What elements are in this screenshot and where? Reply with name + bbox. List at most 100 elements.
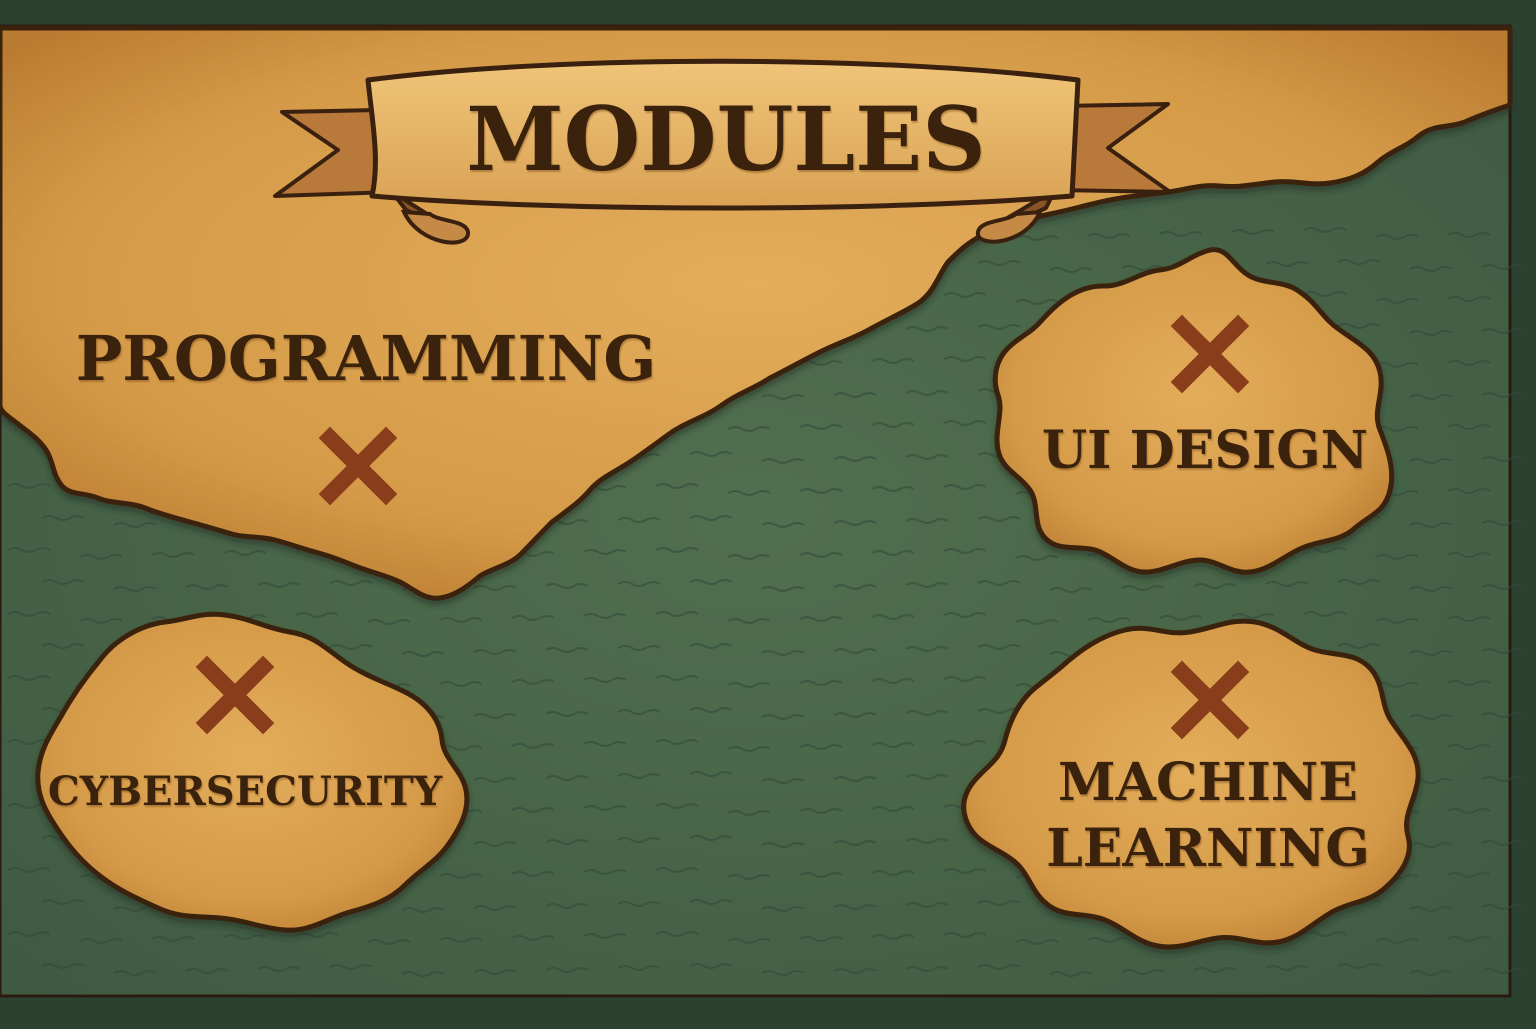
- wave-stroke: [799, 936, 843, 942]
- wave-stroke: [655, 931, 699, 937]
- wave-stroke: [905, 966, 949, 972]
- wave-stroke: [799, 552, 843, 558]
- wave-stroke: [905, 646, 949, 652]
- wave-stroke: [943, 484, 987, 490]
- wave-stroke: [799, 808, 843, 814]
- module-label-ui-design[interactable]: UI DESIGN: [1042, 420, 1368, 481]
- wave-stroke: [617, 645, 661, 651]
- island-ui-design[interactable]: [992, 247, 1395, 575]
- wave-stroke: [1409, 586, 1453, 592]
- wave-stroke: [295, 612, 339, 618]
- wave-stroke: [545, 647, 589, 653]
- wave-stroke: [799, 744, 843, 750]
- x-mark-icon[interactable]: [195, 655, 275, 735]
- wave-stroke: [295, 932, 339, 938]
- wave-stroke: [1231, 229, 1275, 235]
- wave-stroke: [1375, 554, 1419, 560]
- wave-stroke: [1049, 587, 1093, 593]
- x-mark-stroke: [1170, 314, 1250, 394]
- wave-stroke: [329, 580, 373, 586]
- wave-stroke: [943, 420, 987, 426]
- wave-stroke: [113, 522, 157, 528]
- ribbon-right-curl: [976, 209, 1044, 244]
- wave-stroke: [799, 872, 843, 878]
- wave-stroke: [473, 969, 517, 975]
- wave-stroke: [799, 488, 843, 494]
- wave-stroke: [79, 618, 123, 624]
- wave-stroke: [583, 869, 627, 875]
- x-mark-icon[interactable]: [1170, 660, 1250, 740]
- module-label-programming[interactable]: PROGRAMMING: [76, 322, 657, 395]
- wave-stroke: [1121, 265, 1165, 271]
- wave-stroke: [761, 458, 805, 464]
- wave-stroke: [905, 902, 949, 908]
- module-label-machine-learning[interactable]: MACHINE LEARNING: [1046, 752, 1370, 879]
- wave-stroke: [905, 774, 949, 780]
- wave-stroke: [1481, 840, 1525, 846]
- wave-stroke: [223, 934, 267, 940]
- wave-stroke: [1447, 616, 1491, 622]
- wave-stroke: [329, 644, 373, 650]
- wave-stroke: [1409, 266, 1453, 272]
- wave-stroke: [833, 648, 877, 654]
- wave-stroke: [151, 936, 195, 942]
- wave-stroke: [439, 745, 483, 751]
- wave-stroke: [1049, 971, 1093, 977]
- wave-stroke: [113, 586, 157, 592]
- wave-stroke: [871, 550, 915, 556]
- wave-stroke: [41, 963, 85, 969]
- x-mark-icon[interactable]: [1170, 314, 1250, 394]
- wave-stroke: [223, 550, 267, 556]
- wave-stroke: [1303, 611, 1347, 617]
- wave-stroke: [833, 520, 877, 526]
- wave-stroke: [727, 682, 771, 688]
- wave-stroke: [1015, 619, 1059, 625]
- wave-stroke: [1375, 426, 1419, 432]
- wave-stroke: [367, 619, 411, 625]
- wave-stroke: [1337, 643, 1381, 649]
- wave-stroke: [511, 807, 555, 813]
- wave-stroke: [833, 776, 877, 782]
- wave-stroke: [655, 611, 699, 617]
- wave-stroke: [833, 712, 877, 718]
- wave-stroke: [113, 906, 157, 912]
- wave-stroke: [761, 586, 805, 592]
- wave-stroke: [583, 741, 627, 747]
- wave-stroke: [617, 837, 661, 843]
- wave-stroke: [439, 681, 483, 687]
- island-cybersecurity[interactable]: [35, 611, 470, 933]
- wave-stroke: [1265, 581, 1309, 587]
- wave-stroke: [943, 292, 987, 298]
- wave-stroke: [1447, 936, 1491, 942]
- wave-stroke: [41, 579, 85, 585]
- wave-stroke: [977, 580, 1021, 586]
- wave-stroke: [871, 870, 915, 876]
- wave-stroke: [1409, 650, 1453, 656]
- island-machine-learning[interactable]: [961, 618, 1421, 950]
- x-mark-icon[interactable]: [318, 426, 398, 506]
- wave-stroke: [473, 905, 517, 911]
- wave-stroke: [7, 931, 51, 937]
- wave-stroke: [1447, 488, 1491, 494]
- wave-stroke: [1303, 291, 1347, 297]
- wave-stroke: [617, 965, 661, 971]
- wave-stroke: [871, 934, 915, 940]
- wave-stroke: [871, 806, 915, 812]
- wave-stroke: [905, 518, 949, 524]
- module-label-cybersecurity[interactable]: CYBERSECURITY: [48, 768, 443, 815]
- wave-stroke: [689, 643, 733, 649]
- wave-stroke: [1409, 522, 1453, 528]
- wave-stroke: [943, 868, 987, 874]
- wave-stroke: [401, 971, 445, 977]
- wave-stroke: [79, 554, 123, 560]
- wave-stroke: [689, 835, 733, 841]
- wave-stroke: [1447, 744, 1491, 750]
- wave-stroke: [833, 456, 877, 462]
- wave-stroke: [1481, 264, 1525, 270]
- wave-stroke: [761, 970, 805, 976]
- wave-stroke: [401, 907, 445, 913]
- wave-stroke: [1015, 235, 1059, 241]
- wave-stroke: [761, 778, 805, 784]
- wave-stroke: [689, 579, 733, 585]
- wave-stroke: [1481, 392, 1525, 398]
